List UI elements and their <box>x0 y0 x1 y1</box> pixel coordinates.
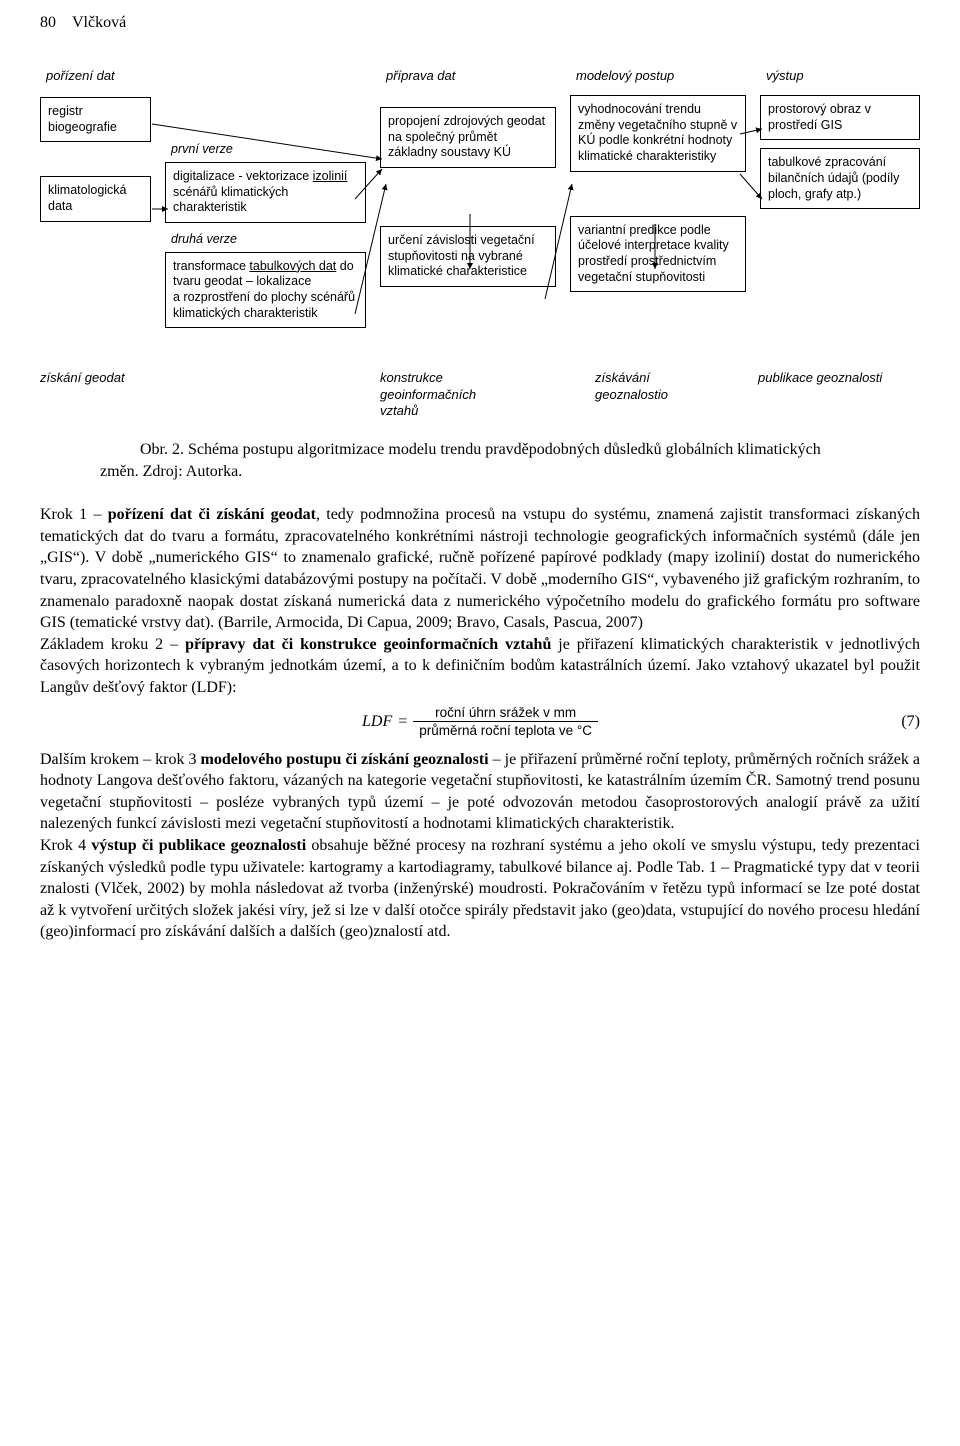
p2-pre: Základem kroku 2 – <box>40 636 185 653</box>
page-number: 80 <box>40 12 56 34</box>
p1-pre: Krok 1 – <box>40 506 108 523</box>
paragraph-1: Krok 1 – pořízení dat či získání geodat,… <box>40 504 920 634</box>
formula-fraction: roční úhrn srážek v mm průměrná roční te… <box>413 705 598 739</box>
box-tabulkove: tabulkové zpracování bilančních údajů (p… <box>760 148 920 209</box>
p3-bold: modelového postupu či získání geoznalost… <box>201 751 489 768</box>
paragraph-4: Krok 4 výstup či publikace geoznalosti o… <box>40 835 920 943</box>
subcaption-v2: druhá verze <box>165 227 380 248</box>
p4-bold: výstup či publikace geoznalosti <box>91 837 306 854</box>
p2-bold: přípravy dat či konstrukce geoinformační… <box>185 636 551 653</box>
paragraph-2: Základem kroku 2 – přípravy dat či konst… <box>40 634 920 699</box>
box-vyhodnoc: vyhodnocování trendu změny vegetačního s… <box>570 95 746 172</box>
page-author: Vlčková <box>72 12 126 34</box>
formula-lhs: LDF <box>362 711 392 733</box>
box-variantni: variantní predikce podle účelové interpr… <box>570 216 746 293</box>
box-digitalizace: digitalizace - vektorizace izolinií scén… <box>165 162 366 223</box>
box-klimat-data: klimatologická data <box>40 176 151 221</box>
p4-pre: Krok 4 <box>40 837 91 854</box>
formula-denominator: průměrná roční teplota ve °C <box>413 722 598 739</box>
formula-numerator: roční úhrn srážek v mm <box>413 705 598 723</box>
page-header: 80 Vlčková <box>40 12 920 34</box>
p1-rest: , tedy podmnožina procesů na vstupu do s… <box>40 506 920 631</box>
box-transformace: transformace tabulkových dat do tvaru ge… <box>165 252 366 329</box>
col-caption-2 <box>165 64 380 78</box>
figure-caption: Obr. 2. Schéma postupu algoritmizace mod… <box>100 439 860 482</box>
box-urceni: určení závislosti vegetační stupňovitost… <box>380 226 556 287</box>
p3-pre: Dalším krokem – krok 3 <box>40 751 201 768</box>
col-caption-3: příprava dat <box>380 64 570 94</box>
bottom-label-1: získání geodat <box>40 370 220 419</box>
algorithm-diagram: pořízení dat příprava dat modelový postu… <box>40 64 920 419</box>
col-caption-5: výstup <box>760 64 920 94</box>
formula-eq: = <box>398 711 407 733</box>
bottom-label-3: získávání geoznalostio <box>475 370 700 419</box>
bottom-label-2: konstrukce geoinformačních vztahů <box>220 370 475 419</box>
p1-bold: pořízení dat či získání geodat <box>108 506 316 523</box>
bottom-label-4: publikace geoznalosti <box>700 370 920 419</box>
paragraph-3: Dalším krokem – krok 3 modelového postup… <box>40 749 920 835</box>
diagram-bottom-labels: získání geodat konstrukce geoinformačníc… <box>40 370 920 419</box>
formula-ldf: LDF = roční úhrn srážek v mm průměrná ro… <box>40 705 920 739</box>
col-caption-4: modelový postup <box>570 64 760 94</box>
box-prostorovy: prostorový obraz v prostředí GIS <box>760 95 920 140</box>
box-propojeni: propojení zdrojových geodat na společný … <box>380 107 556 168</box>
equation-number: (7) <box>901 711 920 733</box>
subcaption-v1: první verze <box>165 137 380 158</box>
col-caption-1: pořízení dat <box>40 64 165 94</box>
box-registr: registr biogeografie <box>40 97 151 142</box>
